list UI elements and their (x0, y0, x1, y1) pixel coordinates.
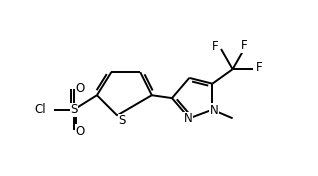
Text: N: N (210, 104, 218, 117)
Text: S: S (119, 114, 126, 127)
Text: N: N (183, 112, 192, 125)
Text: O: O (76, 81, 85, 95)
Text: F: F (211, 40, 218, 53)
Text: Cl: Cl (34, 103, 45, 116)
Text: O: O (76, 125, 85, 138)
Text: F: F (256, 61, 262, 74)
Text: F: F (241, 39, 247, 52)
Text: S: S (70, 103, 78, 116)
